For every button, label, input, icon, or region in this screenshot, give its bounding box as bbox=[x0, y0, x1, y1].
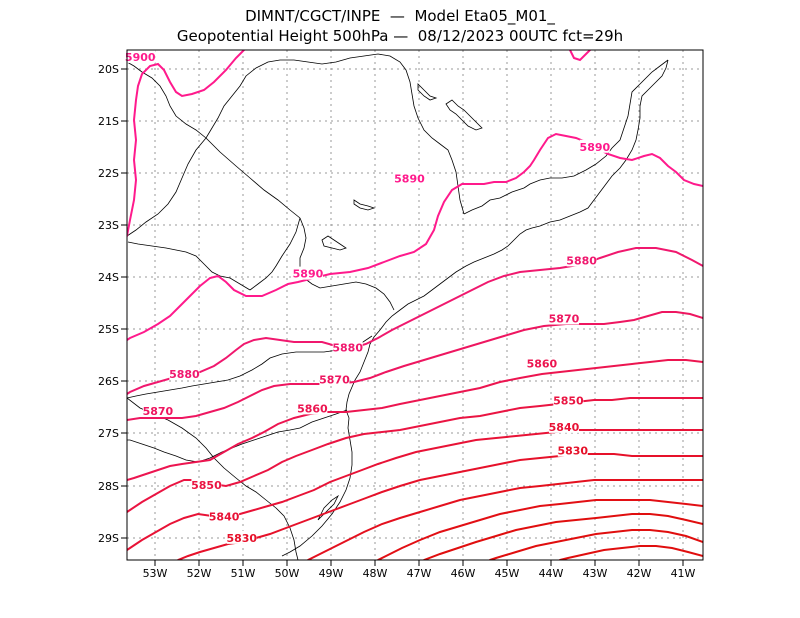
state-border-sp-pr bbox=[299, 217, 395, 311]
contour-5900-west bbox=[127, 50, 245, 237]
lon-label: 52W bbox=[187, 567, 212, 580]
lon-label: 42W bbox=[627, 567, 652, 580]
contour-5820 bbox=[307, 479, 703, 560]
lat-label: 25S bbox=[98, 323, 119, 336]
contour-5780 bbox=[559, 545, 703, 560]
contour-label-bg bbox=[226, 530, 257, 544]
axis-ticks bbox=[121, 68, 684, 566]
contour-label: 5870 bbox=[143, 405, 174, 418]
contour-5790 bbox=[489, 529, 703, 560]
reservoir-furnas bbox=[445, 99, 483, 131]
lon-label: 50W bbox=[275, 567, 300, 580]
state-border-mg-es bbox=[523, 59, 669, 189]
lat-label: 24S bbox=[98, 271, 119, 284]
chart-subtitle: Geopotential Height 500hPa — 08/12/2023 … bbox=[176, 27, 624, 45]
contour-5890-north bbox=[127, 132, 703, 341]
lon-label: 45W bbox=[495, 567, 520, 580]
lat-label: 22S bbox=[98, 167, 119, 180]
contour-label: 5830 bbox=[557, 445, 588, 458]
contour-5800 bbox=[423, 513, 703, 560]
border-argentina bbox=[127, 397, 215, 459]
contour-label-bg bbox=[548, 311, 579, 325]
contour-label: 5860 bbox=[527, 357, 558, 370]
reservoir-tiete bbox=[353, 199, 376, 211]
contour-label: 5850 bbox=[191, 479, 222, 492]
contour-label: 5830 bbox=[226, 532, 257, 545]
lat-label: 23S bbox=[98, 219, 119, 232]
contour-labels: 5900 5890 5890 5890 5880 5880 5880 5870 5870 5870… bbox=[125, 49, 611, 545]
contour-label-bg bbox=[566, 253, 597, 267]
reservoir-paranapanema bbox=[321, 235, 347, 251]
contour-label-bg bbox=[297, 401, 328, 415]
contour-label-bg bbox=[142, 404, 173, 418]
lon-label: 49W bbox=[319, 567, 344, 580]
contour-label: 5890 bbox=[293, 268, 324, 281]
lat-label: 26S bbox=[98, 375, 119, 388]
contour-5840 bbox=[127, 429, 703, 551]
contour-label-bg bbox=[292, 266, 323, 280]
coastline bbox=[281, 59, 669, 557]
contour-5900-east bbox=[569, 50, 591, 62]
contour-label: 5840 bbox=[209, 511, 240, 524]
lat-label: 29S bbox=[98, 532, 119, 545]
lagoa-dos-patos bbox=[317, 494, 340, 521]
contour-label: 5860 bbox=[297, 402, 328, 415]
contour-label: 5840 bbox=[549, 421, 580, 434]
contour-label-bg bbox=[394, 171, 425, 185]
state-border-pr-ms bbox=[249, 217, 301, 291]
lon-label: 48W bbox=[363, 567, 388, 580]
lat-label: 28S bbox=[98, 480, 119, 493]
border-paraguay bbox=[127, 241, 251, 291]
lon-label: 46W bbox=[451, 567, 476, 580]
lat-label: 21S bbox=[98, 115, 119, 128]
contour-label-bg bbox=[191, 478, 222, 492]
state-border-mg-rj bbox=[463, 187, 525, 215]
contour-label: 5880 bbox=[169, 368, 200, 381]
lon-label: 47W bbox=[407, 567, 432, 580]
longitude-labels: 53W 52W 51W 50W 49W 48W 47W 46W 45W 44W … bbox=[143, 567, 696, 580]
state-border-ms-sp bbox=[205, 137, 301, 219]
state-border-go-mg bbox=[127, 61, 207, 139]
lon-label: 53W bbox=[143, 567, 168, 580]
contour-label-bg bbox=[319, 372, 350, 386]
state-border-sp-mg bbox=[205, 53, 465, 215]
contour-label-bg bbox=[125, 49, 156, 63]
state-border-ms-go bbox=[127, 137, 207, 237]
contour-label: 5900 bbox=[125, 51, 156, 64]
lat-label: 20S bbox=[98, 63, 119, 76]
contour-5870 bbox=[127, 311, 703, 421]
latitude-labels: 20S 21S 22S 23S 24S 25S 26S 27S 28S 29S bbox=[98, 63, 119, 545]
reservoir-grande bbox=[417, 83, 438, 101]
contour-label: 5890 bbox=[580, 141, 611, 154]
contour-5860 bbox=[127, 359, 703, 481]
contour-label-bg bbox=[526, 356, 557, 370]
contour-label-bg bbox=[553, 393, 584, 407]
contour-label: 5880 bbox=[332, 342, 363, 355]
contour-label: 5870 bbox=[549, 313, 580, 326]
contour-label-bg bbox=[209, 509, 240, 523]
lat-label: 27S bbox=[98, 427, 119, 440]
border-uruguay bbox=[213, 457, 299, 560]
contour-label: 5870 bbox=[319, 373, 350, 386]
lon-label: 41W bbox=[671, 567, 696, 580]
contour-5810 bbox=[377, 499, 703, 560]
contour-label-bg bbox=[332, 340, 363, 354]
chart-title: DIMNT/CGCT/INPE — Model Eta05_M01_ bbox=[245, 7, 555, 25]
map-frame bbox=[126, 49, 704, 561]
lon-label: 44W bbox=[539, 567, 564, 580]
contour-label-bg bbox=[169, 367, 200, 381]
contour-label-bg bbox=[548, 419, 579, 433]
contour-5880 bbox=[127, 247, 703, 395]
contour-label: 5850 bbox=[553, 394, 584, 407]
lon-label: 43W bbox=[583, 567, 608, 580]
lon-label: 51W bbox=[231, 567, 256, 580]
contour-label-bg bbox=[579, 139, 610, 153]
contour-label-bg bbox=[557, 443, 588, 457]
contour-label: 5890 bbox=[394, 172, 425, 185]
contour-label: 5880 bbox=[566, 254, 597, 267]
border-pr-sc bbox=[127, 335, 373, 399]
